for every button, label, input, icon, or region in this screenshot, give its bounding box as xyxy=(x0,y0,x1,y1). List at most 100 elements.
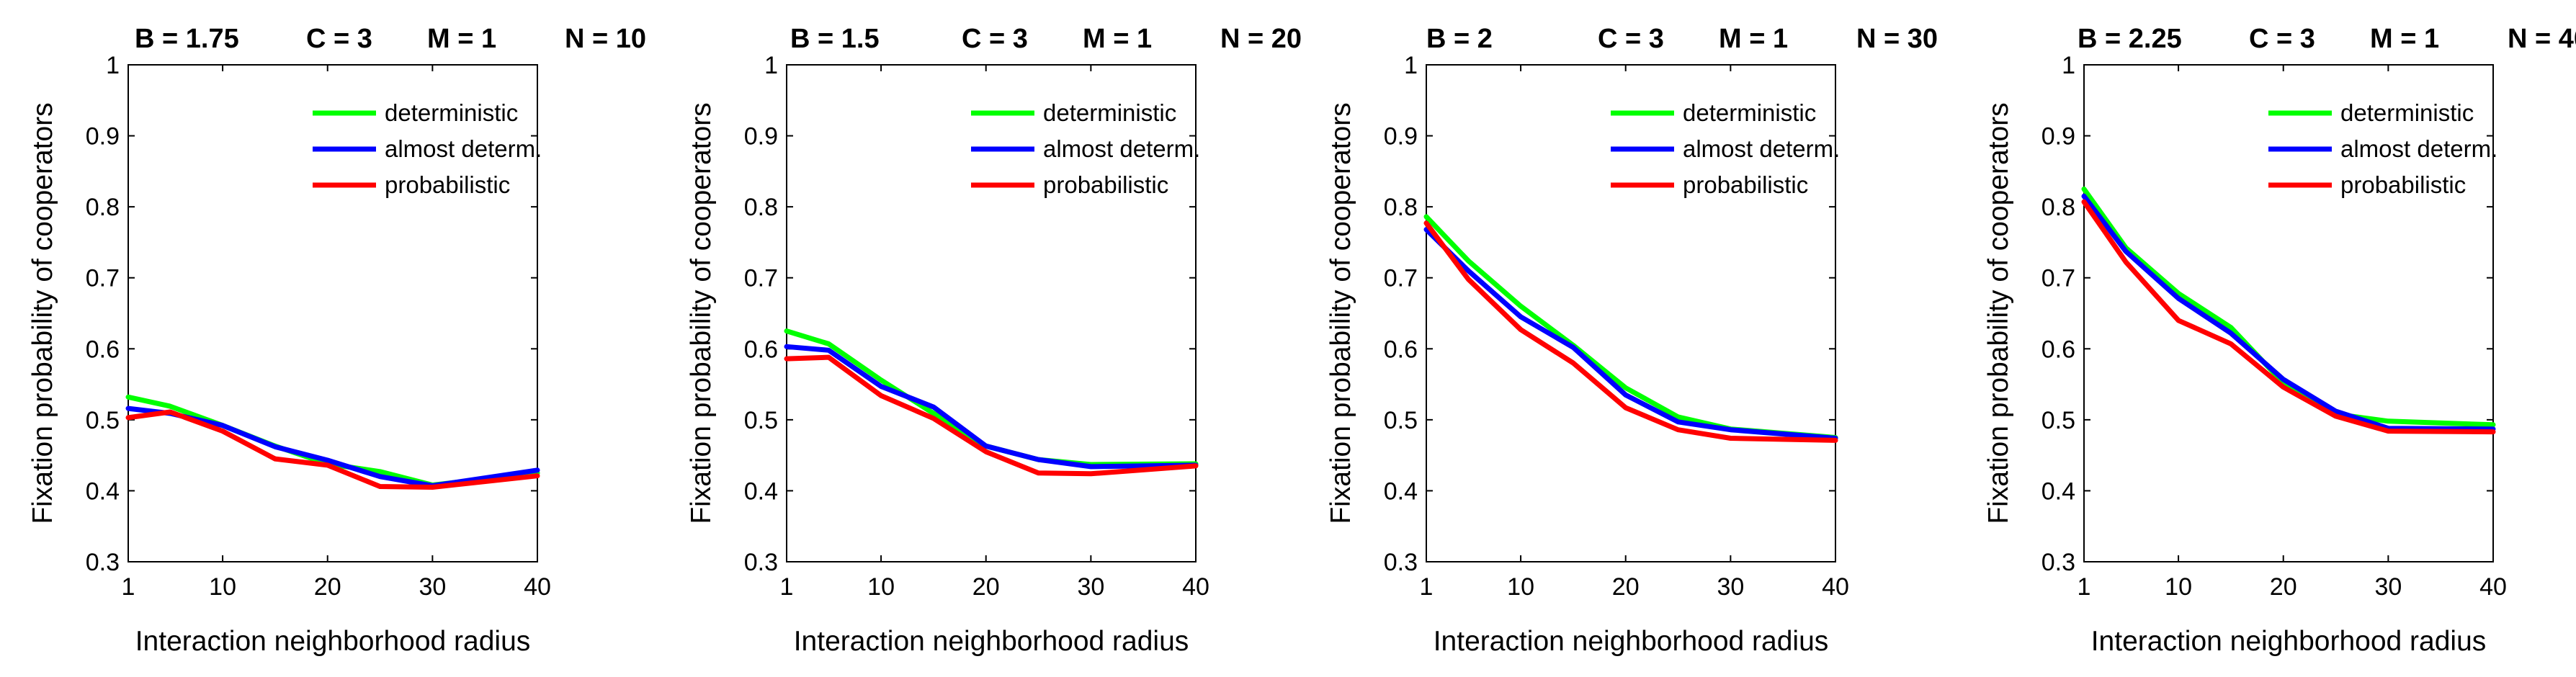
legend-label: deterministic xyxy=(385,99,518,126)
y-tick-label: 0.4 xyxy=(1384,478,1418,505)
legend-label: deterministic xyxy=(1683,99,1816,126)
chart-title-part: B = 1.75 xyxy=(135,24,239,54)
x-tick-label: 10 xyxy=(867,573,895,601)
chart-title-part: M = 1 xyxy=(2370,24,2439,54)
chart-title-part: N = 40 xyxy=(2508,24,2576,54)
legend-label: almost determ. xyxy=(385,135,542,162)
chart-title: B = 1.5 C = 3 M = 1 N = 20 xyxy=(790,24,1302,54)
chart-title-part: N = 20 xyxy=(1220,24,1302,54)
chart-title-part: M = 1 xyxy=(1083,24,1152,54)
axes-box xyxy=(2083,64,2494,562)
y-axis-label: Fixation probability of cooperators xyxy=(27,102,58,524)
axes-box xyxy=(1426,64,1836,562)
legend-label: deterministic xyxy=(1043,99,1176,126)
chart-title-part: N = 30 xyxy=(1856,24,1938,54)
y-tick-label: 0.7 xyxy=(1384,265,1418,292)
chart-title-part: B = 2.25 xyxy=(2078,24,2182,54)
y-tick-label: 0.6 xyxy=(86,336,120,363)
y-tick-label: 0.3 xyxy=(744,549,778,576)
legend-label: probabilistic xyxy=(2340,171,2466,198)
axes-box xyxy=(786,64,1197,562)
y-tick-label: 0.6 xyxy=(744,336,778,363)
chart-title-part: C = 3 xyxy=(1598,24,1664,54)
y-axis-label: Fixation probability of cooperators xyxy=(686,102,717,524)
x-tick-label: 40 xyxy=(1182,573,1209,601)
x-tick-label: 30 xyxy=(1077,573,1104,601)
legend-label: probabilistic xyxy=(1043,171,1168,198)
series-line-deterministic xyxy=(125,394,540,488)
y-tick-label: 0.8 xyxy=(1384,194,1418,221)
chart-title-part: M = 1 xyxy=(1719,24,1788,54)
x-tick-label: 10 xyxy=(1507,573,1534,601)
x-tick-label: 30 xyxy=(2374,573,2402,601)
legend-label: almost determ. xyxy=(2340,135,2497,162)
chart-title-part: C = 3 xyxy=(962,24,1028,54)
y-tick-label: 0.6 xyxy=(2041,336,2075,363)
y-axis-label: Fixation probability of cooperators xyxy=(1325,102,1356,524)
y-axis-label: Fixation probability of cooperators xyxy=(1983,102,2014,524)
chart-title: B = 1.75 C = 3 M = 1 N = 10 xyxy=(135,24,646,54)
y-tick-label: 0.4 xyxy=(86,478,120,505)
y-tick-label: 0.5 xyxy=(86,407,120,434)
x-tick-label: 1 xyxy=(2078,573,2091,601)
series-line-almost-determ xyxy=(1423,227,1838,441)
chart-panel-2: B = 1.5 C = 3 M = 1 N = 20 0.3 0.4 0.5 0.6 0.7 0.… xyxy=(686,24,1302,657)
x-axis-label: Interaction neighborhood radius xyxy=(135,626,531,657)
y-tick-label: 0.8 xyxy=(2041,194,2075,221)
x-tick-label: 40 xyxy=(2479,573,2507,601)
axes-box xyxy=(128,64,538,562)
legend: deterministic almost determ. probabilistic xyxy=(971,99,1200,198)
x-axis-label: Interaction neighborhood radius xyxy=(794,626,1189,657)
legend: deterministic almost determ. probabilistic xyxy=(313,99,542,198)
series-line-probabilistic xyxy=(784,354,1199,477)
x-tick-label: 10 xyxy=(2165,573,2192,601)
y-tick-label: 0.3 xyxy=(2041,549,2075,576)
chart-title-part: M = 1 xyxy=(427,24,496,54)
y-tick-label: 1 xyxy=(764,52,778,79)
x-tick-label: 10 xyxy=(209,573,236,601)
series-line-almost-determ xyxy=(2081,193,2496,432)
legend: deterministic almost determ. probabilistic xyxy=(2268,99,2497,198)
legend-label: probabilistic xyxy=(1683,171,1808,198)
y-tick-label: 0.3 xyxy=(1384,549,1418,576)
chart-title-part: C = 3 xyxy=(306,24,372,54)
x-tick-label: 40 xyxy=(524,573,551,601)
chart-title-part: B = 2 xyxy=(1426,24,1493,54)
chart-title-part: B = 1.5 xyxy=(790,24,880,54)
y-tick-label: 0.7 xyxy=(2041,265,2075,292)
chart-title: B = 2.25 C = 3 M = 1 N = 40 xyxy=(2078,24,2576,54)
legend-label: almost determ. xyxy=(1043,135,1200,162)
legend-label: probabilistic xyxy=(385,171,510,198)
x-tick-label: 1 xyxy=(122,573,135,601)
y-tick-label: 1 xyxy=(2062,52,2075,79)
x-tick-label: 1 xyxy=(1420,573,1434,601)
y-tick-label: 0.9 xyxy=(2041,123,2075,151)
x-tick-label: 30 xyxy=(1717,573,1744,601)
y-tick-label: 1 xyxy=(106,52,120,79)
chart-title-part: N = 10 xyxy=(565,24,646,54)
legend-label: almost determ. xyxy=(1683,135,1840,162)
y-tick-label: 0.9 xyxy=(744,123,778,151)
y-tick-label: 0.8 xyxy=(744,194,778,221)
x-axis-label: Interaction neighborhood radius xyxy=(2091,626,2487,657)
x-tick-label: 40 xyxy=(1822,573,1849,601)
y-tick-label: 1 xyxy=(1404,52,1418,79)
x-tick-label: 20 xyxy=(2270,573,2297,601)
series-line-probabilistic xyxy=(1423,220,1838,443)
y-tick-label: 0.9 xyxy=(1384,123,1418,151)
y-tick-label: 0.4 xyxy=(744,478,778,505)
series-line-probabilistic xyxy=(2081,199,2496,435)
y-tick-label: 0.7 xyxy=(744,265,778,292)
legend: deterministic almost determ. probabilistic xyxy=(1611,99,1840,198)
y-tick-label: 0.7 xyxy=(86,265,120,292)
series-line-deterministic xyxy=(1423,214,1838,440)
series-line-probabilistic xyxy=(125,409,540,490)
chart-title: B = 2 C = 3 M = 1 N = 30 xyxy=(1426,24,1938,54)
y-tick-label: 0.5 xyxy=(2041,407,2075,434)
y-tick-label: 0.8 xyxy=(86,194,120,221)
y-tick-label: 0.3 xyxy=(86,549,120,576)
chart-title-part: C = 3 xyxy=(2249,24,2315,54)
x-tick-label: 20 xyxy=(314,573,341,601)
